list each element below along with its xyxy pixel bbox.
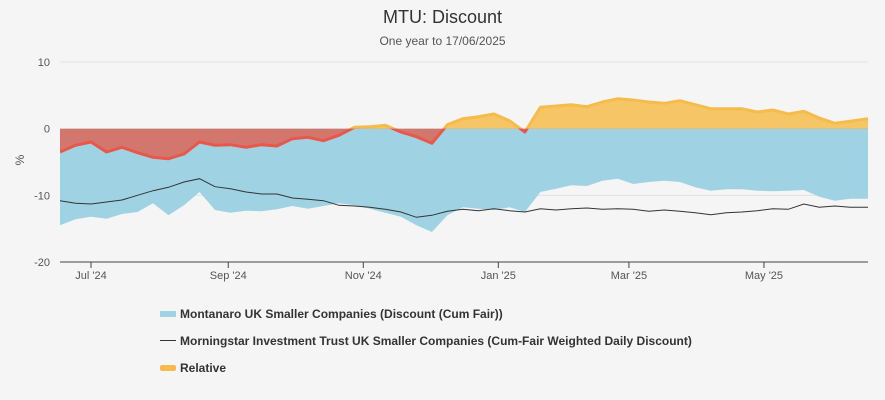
x-tick-label: Jan '25 — [481, 270, 516, 282]
series-relative-line-positive — [348, 97, 869, 129]
chart-title: MTU: Discount — [382, 7, 503, 27]
x-tick-label: Nov '24 — [345, 270, 382, 282]
legend: Montanaro UK Smaller Companies (Discount… — [160, 300, 692, 381]
series-montanaro-area — [60, 128, 868, 232]
legend-swatch-montanaro — [160, 310, 176, 317]
y-tick-label: 10 — [38, 57, 50, 69]
series-relative-area-negative — [60, 128, 868, 159]
axes: 10 0 -10 -20 Jul '24 Sep '24 Nov '24 Jan '25 Mar… — [34, 57, 868, 282]
legend-item-montanaro[interactable]: Montanaro UK Smaller Companies (Discount… — [160, 300, 692, 327]
x-tick-label: Sep '24 — [210, 270, 247, 282]
x-tick-label: Jul '24 — [75, 270, 106, 282]
legend-swatch-morningstar — [160, 340, 176, 341]
x-tick-label: Mar '25 — [611, 270, 647, 282]
legend-swatch-relative — [160, 364, 176, 371]
legend-label-morningstar: Morningstar Investment Trust UK Smaller … — [180, 333, 692, 348]
chart-subtitle: One year to 17/06/2025 — [379, 34, 506, 48]
legend-label-montanaro: Montanaro UK Smaller Companies (Discount… — [180, 306, 503, 321]
y-tick-label: -20 — [34, 257, 50, 269]
x-tick-label: May '25 — [745, 270, 783, 282]
series-morningstar-line — [59, 178, 868, 218]
series-relative-area-positive — [351, 98, 868, 129]
series-relative-line-negative — [60, 128, 529, 161]
legend-item-relative[interactable]: Relative — [160, 354, 692, 381]
y-tick-label: 0 — [44, 124, 50, 136]
y-axis-label: % — [13, 154, 27, 165]
series-layer — [59, 97, 869, 232]
legend-item-morningstar[interactable]: Morningstar Investment Trust UK Smaller … — [160, 327, 692, 354]
y-tick-label: -10 — [34, 190, 50, 202]
legend-label-relative: Relative — [180, 360, 227, 375]
